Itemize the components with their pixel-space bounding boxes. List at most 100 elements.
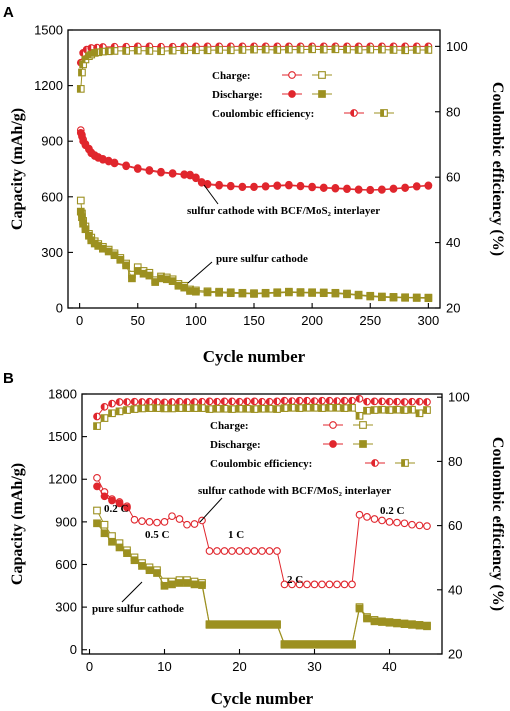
- data-point-pure-discharge: [393, 619, 401, 628]
- data-point-sulfur_bcf-coulombic_efficiency: [348, 396, 356, 405]
- data-point-pure-coulombic_efficiency: [319, 45, 328, 54]
- data-point-sulfur_bcf-coulombic_efficiency: [228, 397, 236, 406]
- data-point-pure-discharge: [363, 614, 371, 623]
- panel-b-x-title: Cycle number: [211, 689, 314, 708]
- x-tick-label: 300: [418, 313, 440, 328]
- annotation-a-bcf: sulfur cathode with BCF/MoS₂ interlayer: [187, 205, 380, 217]
- data-point-pure-discharge: [310, 640, 319, 649]
- data-point-sulfur_bcf-discharge: [110, 159, 119, 168]
- data-point-sulfur_bcf-charge: [228, 547, 236, 555]
- legend-a-discharge-label: Discharge:: [212, 89, 263, 101]
- data-point-pure-coulombic_efficiency: [415, 409, 424, 418]
- data-point-sulfur_bcf-coulombic_efficiency: [363, 397, 371, 406]
- data-point-sulfur_bcf-charge: [220, 547, 229, 555]
- legend-marker-sulfur_bcf: [288, 90, 296, 98]
- data-point-pure-discharge: [400, 620, 409, 629]
- data-point-pure-coulombic_efficiency: [378, 405, 386, 414]
- legend-b-charge-label: Charge:: [210, 420, 249, 432]
- data-point-sulfur_bcf-coulombic_efficiency: [273, 397, 281, 406]
- data-point-sulfur_bcf-coulombic_efficiency: [385, 397, 394, 406]
- data-point-pure-discharge: [145, 271, 154, 280]
- annotation-b-rate-0-2c-end: 0.2 C: [380, 505, 405, 517]
- data-point-sulfur_bcf-discharge: [285, 181, 293, 190]
- data-point-pure-discharge: [93, 519, 101, 528]
- data-point-sulfur_bcf-coulombic_efficiency: [243, 397, 251, 406]
- data-point-sulfur_bcf-discharge: [168, 169, 177, 178]
- data-point-pure-discharge: [378, 618, 386, 626]
- data-point-sulfur_bcf-discharge: [273, 182, 282, 190]
- data-point-sulfur_bcf-charge: [370, 515, 379, 523]
- data-point-sulfur_bcf-discharge: [424, 182, 433, 190]
- annotation-b-bcf-pointer: [199, 497, 223, 523]
- data-point-pure-coulombic_efficiency: [408, 405, 416, 414]
- data-point-pure-discharge: [235, 621, 244, 629]
- data-point-pure-discharge: [333, 640, 341, 649]
- data-point-pure-charge: [93, 506, 101, 515]
- data-point-pure-coulombic_efficiency: [288, 403, 296, 412]
- data-point-pure-discharge: [78, 213, 86, 222]
- data-point-pure-discharge: [115, 543, 124, 552]
- x-tick-label: 150: [243, 313, 265, 328]
- annotation-b-rate-0-5c: 0.5 C: [145, 529, 170, 541]
- data-point-sulfur_bcf-discharge: [145, 167, 154, 175]
- data-point-pure-discharge: [265, 621, 274, 629]
- y2-tick-label: 80: [446, 104, 460, 119]
- data-point-pure-discharge: [370, 617, 379, 626]
- data-point-pure-coulombic_efficiency: [192, 46, 200, 55]
- data-point-sulfur_bcf-charge: [288, 580, 296, 589]
- data-point-pure-coulombic_efficiency: [115, 407, 124, 416]
- legend-marker-pure: [401, 459, 409, 467]
- data-point-sulfur_bcf-discharge: [261, 182, 270, 191]
- data-point-sulfur_bcf-discharge: [123, 503, 131, 512]
- data-point-pure-charge: [76, 196, 85, 205]
- annotation-a-bcf-pointer: [203, 184, 219, 205]
- data-point-sulfur_bcf-coulombic_efficiency: [333, 397, 341, 405]
- data-point-sulfur_bcf-charge: [168, 512, 176, 521]
- series-line-sulfur_bcf-discharge: [80, 132, 429, 191]
- y2-tick-label: 60: [448, 518, 462, 533]
- data-point-pure-coulombic_efficiency: [198, 404, 206, 412]
- legend-marker-sulfur_bcf: [350, 109, 358, 117]
- data-point-pure-coulombic_efficiency: [389, 46, 398, 54]
- data-point-pure-discharge: [408, 621, 416, 629]
- data-point-pure-coulombic_efficiency: [76, 85, 85, 93]
- data-point-sulfur_bcf-coulombic_efficiency: [160, 398, 169, 407]
- data-point-pure-discharge: [378, 293, 386, 302]
- data-point-pure-coulombic_efficiency: [273, 405, 281, 413]
- legend-marker-sulfur_bcf: [288, 71, 296, 79]
- legend-b-markers: [323, 421, 415, 467]
- panel-a-legend: Charge: Discharge: Coulombic efficiency:: [212, 70, 394, 120]
- data-point-pure-coulombic_efficiency: [153, 404, 161, 412]
- data-point-sulfur_bcf-discharge: [157, 168, 165, 177]
- data-point-pure-discharge: [153, 569, 161, 577]
- data-point-sulfur_bcf-discharge: [108, 496, 116, 505]
- data-point-sulfur_bcf-coulombic_efficiency: [235, 397, 244, 406]
- y-tick-label: 600: [41, 189, 63, 204]
- data-point-pure-coulombic_efficiency: [308, 45, 316, 54]
- y-tick-label: 300: [55, 600, 77, 615]
- data-point-pure-coulombic_efficiency: [122, 47, 130, 55]
- data-point-sulfur_bcf-charge: [400, 519, 409, 528]
- data-point-sulfur_bcf-discharge: [238, 183, 247, 192]
- data-point-pure-coulombic_efficiency: [175, 404, 184, 412]
- data-point-pure-coulombic_efficiency: [401, 46, 409, 55]
- data-point-pure-discharge: [213, 621, 221, 629]
- data-point-sulfur_bcf-coulombic_efficiency: [408, 397, 416, 406]
- data-point-sulfur_bcf-charge: [235, 547, 244, 555]
- y2-tick-label: 40: [448, 582, 462, 597]
- data-point-sulfur_bcf-coulombic_efficiency: [280, 396, 289, 405]
- data-point-sulfur_bcf-charge: [130, 515, 139, 524]
- data-point-sulfur_bcf-coulombic_efficiency: [393, 397, 401, 406]
- data-point-pure-discharge: [308, 289, 316, 297]
- data-point-pure-coulombic_efficiency: [226, 46, 235, 55]
- legend-marker-pure: [380, 109, 388, 117]
- data-point-pure-discharge: [100, 529, 109, 538]
- data-point-sulfur_bcf-coulombic_efficiency: [205, 397, 214, 406]
- data-point-sulfur_bcf-coulombic_efficiency: [115, 398, 124, 406]
- data-point-pure-discharge: [108, 537, 116, 546]
- data-point-pure-coulombic_efficiency: [354, 46, 363, 54]
- data-point-pure-coulombic_efficiency: [145, 47, 154, 55]
- data-point-pure-discharge: [401, 293, 409, 302]
- panel-b-right-axis: 20 40 60 80 100: [437, 390, 470, 662]
